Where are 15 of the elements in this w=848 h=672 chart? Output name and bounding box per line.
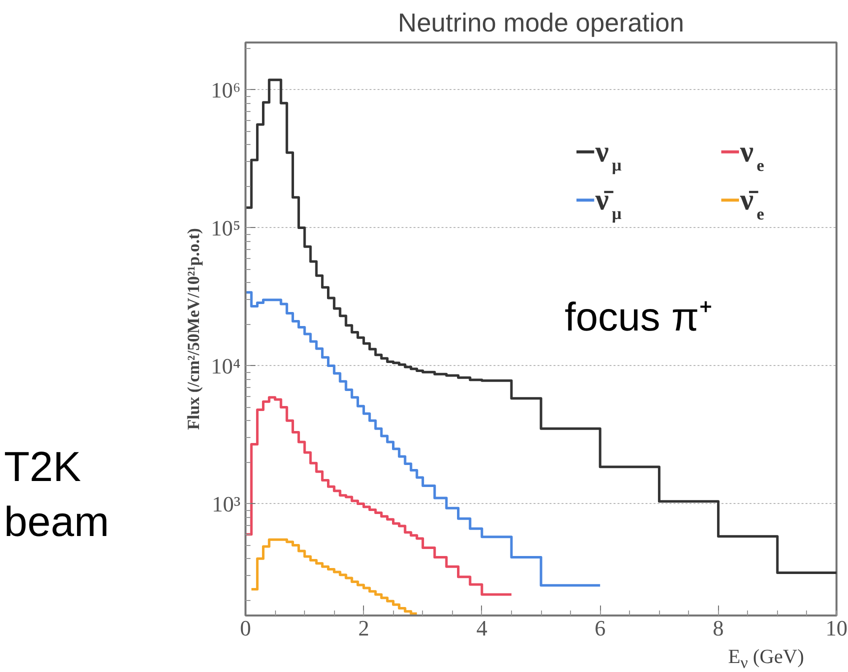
y-tick-label: 10⁶ (210, 77, 240, 102)
x-tick-label: 8 (712, 616, 724, 640)
y-tick-label: 10⁵ (210, 215, 240, 240)
x-tick-label: 4 (476, 616, 488, 640)
text: T2K beam (4, 442, 110, 547)
x-tick-label: 10 (826, 616, 848, 640)
x-tick-label: 2 (358, 616, 370, 640)
y-tick-label: 10⁴ (210, 353, 241, 378)
y-axis-title: Flux (/cm²/50MeV/10²¹p.o.t) (184, 228, 203, 430)
annotation: focus π⁺ (564, 295, 713, 340)
x-tick-label: 6 (594, 616, 606, 640)
y-tick-label: 10³ (212, 491, 241, 516)
chart-title: Neutrino mode operation (398, 8, 684, 38)
x-axis-title: E$_{ν}$ (GeV) (728, 645, 804, 672)
x-tick-label: 0 (240, 616, 251, 640)
